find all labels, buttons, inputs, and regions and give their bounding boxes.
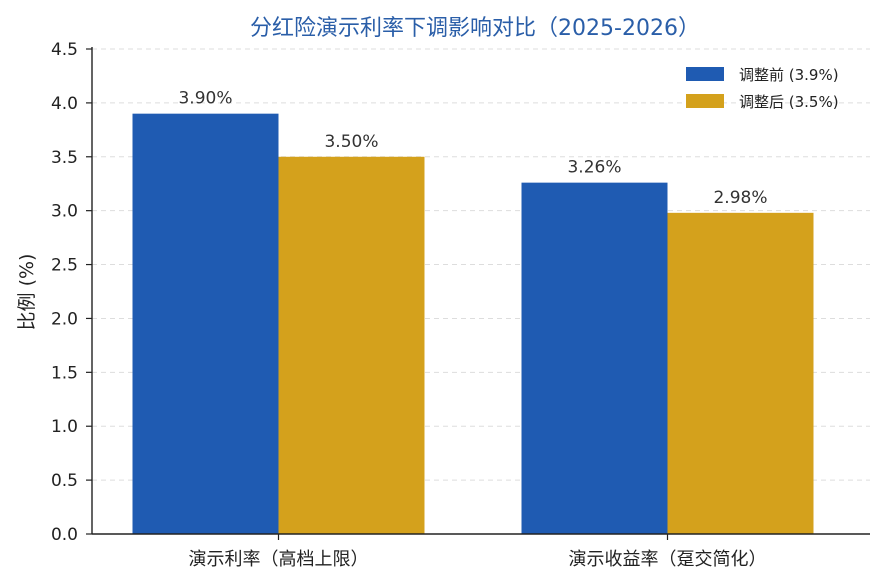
bar-value-label: 2.98% — [713, 188, 767, 208]
y-tick-label: 0.0 — [51, 525, 78, 545]
y-tick-label: 1.5 — [51, 363, 78, 383]
chart-title: 分红险演示利率下调影响对比（2025-2026） — [250, 16, 700, 41]
legend-swatch — [686, 94, 724, 108]
data-labels: 3.90% 3.50% 3.26% 2.98% — [178, 89, 767, 208]
bar — [667, 212, 814, 535]
bar — [132, 113, 279, 535]
bar-value-label: 3.50% — [324, 132, 378, 152]
y-tick-label: 1.0 — [51, 417, 78, 437]
legend-swatch — [686, 67, 724, 81]
y-tick-label: 3.5 — [51, 148, 78, 168]
y-tick-label: 4.5 — [51, 40, 78, 60]
legend-label: 调整前 (3.9%) — [739, 66, 839, 84]
y-tick-label: 2.0 — [51, 309, 78, 329]
bar — [278, 156, 425, 534]
y-tick-label: 4.0 — [51, 94, 78, 114]
bar-value-label: 3.90% — [178, 89, 232, 109]
legend: 调整前 (3.9%) 调整后 (3.5%) — [686, 66, 839, 111]
y-axis-label: 比例 (%) — [16, 254, 38, 331]
bar — [521, 182, 668, 534]
axes: 0.0 0.5 1.0 1.5 2.0 2.5 3.0 3.5 4.0 4.5 演示利率（高档上限）… — [51, 40, 870, 570]
bars — [132, 113, 814, 535]
y-tick-label: 3.0 — [51, 202, 78, 222]
y-tick-label: 0.5 — [51, 471, 78, 491]
y-tick-label: 2.5 — [51, 256, 78, 276]
bar-value-label: 3.26% — [567, 158, 621, 178]
x-tick-label: 演示收益率（趸交简化） — [569, 549, 767, 570]
legend-label: 调整后 (3.5%) — [739, 93, 839, 111]
x-tick-label: 演示利率（高档上限） — [189, 549, 369, 570]
